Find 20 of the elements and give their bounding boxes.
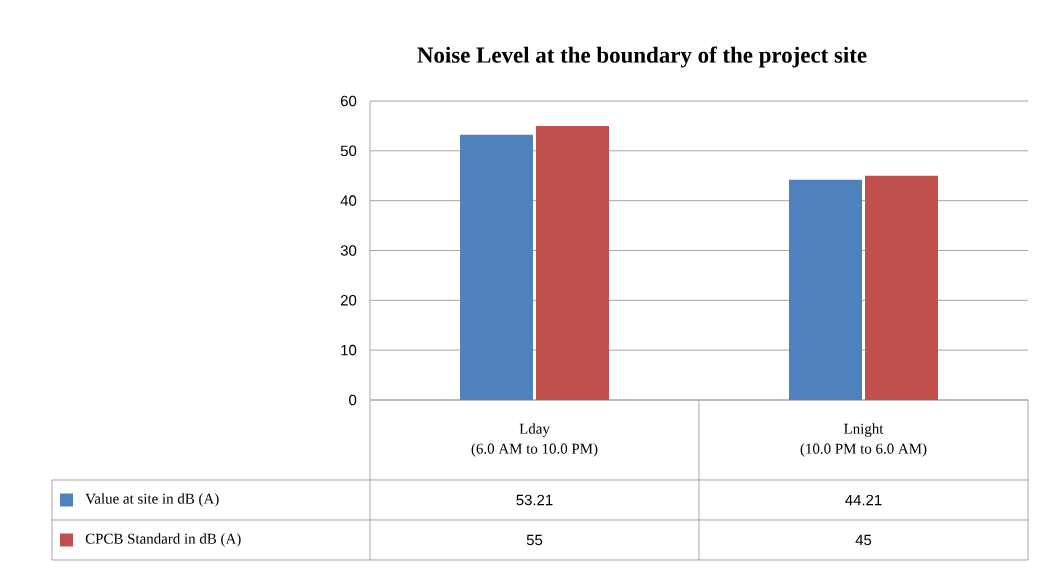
y-tick-label: 40 — [340, 195, 357, 206]
bar — [789, 179, 863, 400]
data-label: 45 — [855, 534, 872, 546]
y-tick-label: 0 — [349, 394, 357, 406]
data-label: 53.21 — [516, 494, 553, 506]
y-tick-label: 60 — [340, 95, 357, 107]
data-label: 55 — [526, 534, 543, 546]
chart-title: Noise Level at the boundary of the project site — [417, 46, 867, 68]
legend-label: Value at site in dB (A) — [85, 493, 219, 507]
x-tick-label: Lday (6.0 AM to 10.0 PM) — [471, 423, 598, 457]
data-label: 44.21 — [845, 494, 882, 506]
y-tick-label: 50 — [340, 145, 357, 157]
y-tick-label: 20 — [340, 295, 357, 306]
y-tick-label: 10 — [341, 344, 357, 356]
x-tick-label: Lnight (10.0 PM to 6.0 AM) — [800, 423, 927, 457]
y-tick-label: 30 — [340, 245, 357, 256]
bar — [536, 125, 610, 400]
legend-label: CPCB Standard in dB (A) — [85, 533, 241, 547]
bar — [865, 175, 939, 400]
bar — [460, 134, 534, 400]
